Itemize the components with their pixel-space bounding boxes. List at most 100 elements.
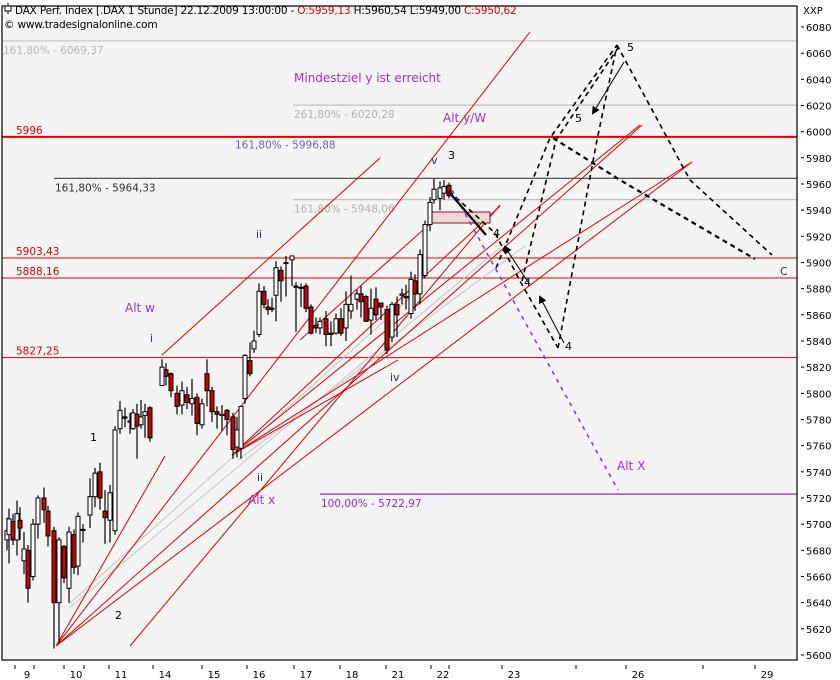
wave-label: 2 xyxy=(115,609,122,622)
candle-body xyxy=(293,285,299,288)
candle-body xyxy=(234,429,240,448)
candle-body xyxy=(107,492,113,521)
candle-body xyxy=(194,396,200,424)
wave-label: Alt x xyxy=(248,493,275,507)
y-tick-label: 5940 xyxy=(806,206,831,217)
level-label: 5827,25 xyxy=(16,346,59,358)
wave-label: Mindestziel y ist erreicht xyxy=(294,71,441,85)
candle-body xyxy=(358,293,364,303)
candle-body xyxy=(427,201,433,226)
fib-level-label: 100,00% - 5722,97 xyxy=(321,498,422,510)
candle-body xyxy=(219,413,225,417)
candle-body xyxy=(174,392,180,407)
y-tick-label: 6080 xyxy=(806,23,831,34)
wave-label: 4 xyxy=(524,276,531,289)
candle-body xyxy=(199,403,205,426)
candle-body xyxy=(25,549,31,589)
candle-body xyxy=(122,416,128,419)
candle-body xyxy=(179,390,185,406)
high-value: H:5960,54 xyxy=(350,5,407,17)
y-tick-label: 6060 xyxy=(806,49,831,60)
x-tick-label: 29 xyxy=(761,670,774,680)
candle-body xyxy=(209,390,215,413)
level-label: 5903,43 xyxy=(16,246,59,258)
candle-body xyxy=(159,366,165,386)
candle-body xyxy=(363,296,369,322)
scenario-path xyxy=(552,137,756,260)
candle-body xyxy=(168,373,174,392)
candle-body xyxy=(10,521,16,541)
time-axis[interactable]: 9 10 11 14 15 16 17 18 21 22 23 26 29 xyxy=(14,665,774,680)
y-tick-label: 5760 xyxy=(806,442,831,453)
y-tick-label: 5600 xyxy=(806,651,831,662)
y-tick-label: 5980 xyxy=(806,154,831,165)
level-label: 5888,16 xyxy=(16,266,60,278)
y-tick-label: 5840 xyxy=(806,337,831,348)
x-tick-label: 22 xyxy=(437,670,450,680)
fibonacci-levels: 161,80% - 6069,37 261,80% - 6020,28 161,80… xyxy=(2,40,797,510)
y-tick-label: 6040 xyxy=(806,75,831,86)
fib-level-label: 161,80% - 5948,06 xyxy=(294,204,395,216)
candle-body xyxy=(251,340,257,350)
candle-body xyxy=(35,497,41,525)
candle-body xyxy=(204,373,210,392)
candle-body xyxy=(394,303,400,316)
candle-body xyxy=(112,429,118,532)
candle-body xyxy=(399,293,405,296)
candle-body xyxy=(441,186,447,194)
candle-body xyxy=(265,306,271,311)
candle-body xyxy=(247,360,253,375)
candle-body xyxy=(313,324,319,329)
trendline-red xyxy=(55,161,693,647)
y-tick-label: 5700 xyxy=(806,520,831,531)
candle-body xyxy=(41,497,47,511)
candle-body xyxy=(317,320,323,329)
candle-body xyxy=(446,184,452,197)
y-tick-label: 5900 xyxy=(806,259,831,270)
candle-body xyxy=(289,255,295,261)
y-tick-label: 5880 xyxy=(806,285,831,296)
candle-body xyxy=(378,302,384,308)
candle-body xyxy=(66,531,72,589)
candle-body xyxy=(283,262,289,264)
trendline-red xyxy=(55,31,531,647)
candle-body xyxy=(308,306,314,334)
candle-body xyxy=(130,412,136,430)
y-tick-label: 5780 xyxy=(806,416,831,427)
support-resistance-lines: 5996 5903,43 5888,16 5827,25 xyxy=(2,125,797,359)
candle-body xyxy=(298,286,304,289)
price-axis[interactable]: XXP 6080 6060 6040 6020 6000 5980 5960 5940 5920 5… xyxy=(801,6,831,662)
candle-body xyxy=(184,394,190,403)
candle-body xyxy=(189,398,195,405)
candle-body xyxy=(348,303,354,312)
wave-label: Alt w xyxy=(125,301,155,315)
target-zone-rectangle xyxy=(431,211,491,224)
scenario-path xyxy=(495,44,618,269)
candle-body xyxy=(224,409,230,421)
candle-body xyxy=(431,188,437,201)
candle-body xyxy=(303,285,309,309)
trendline-red xyxy=(299,221,433,341)
candle-body xyxy=(354,293,360,300)
x-tick-label: 11 xyxy=(115,670,128,680)
trendline-red xyxy=(129,204,501,647)
candle-body xyxy=(412,280,418,295)
y-tick-label: 5820 xyxy=(806,363,831,374)
y-tick-label: 5860 xyxy=(806,311,831,322)
target-zone xyxy=(431,211,491,224)
close-value: C:5950,62 xyxy=(460,5,517,17)
plot-area[interactable] xyxy=(2,6,797,660)
low-value: L:5949,00 xyxy=(406,5,461,17)
candle-body xyxy=(214,411,220,415)
fib-level-label: 161,80% - 6069,37 xyxy=(3,45,104,57)
candle-body xyxy=(269,307,275,310)
trendline-gray xyxy=(68,247,501,609)
wave-arrow xyxy=(591,61,625,115)
fib-level-label: 161,80% - 5996,88 xyxy=(235,140,336,152)
scenario-path xyxy=(616,44,773,256)
chart-title: DAX Perf. Index [.DAX 1 Stunde] 22.12.20… xyxy=(15,5,298,17)
candle-body xyxy=(142,411,148,417)
y-tick-label: 5680 xyxy=(806,546,831,557)
wave-label: v xyxy=(431,154,438,167)
